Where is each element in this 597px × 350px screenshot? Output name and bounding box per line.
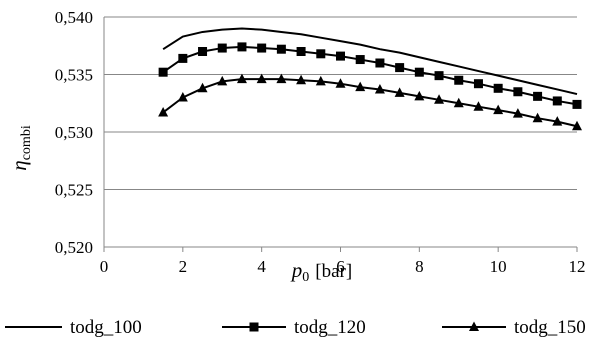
data-point	[335, 78, 346, 88]
legend-item-todg_100: todg_100	[5, 317, 142, 338]
data-point	[276, 73, 287, 84]
data-point	[217, 75, 228, 86]
data-point	[473, 101, 484, 111]
data-point	[296, 47, 306, 56]
data-point	[178, 53, 188, 63]
y-tick-label: 0,525	[55, 181, 93, 200]
legend-label: todg_150	[514, 317, 586, 338]
y-axis-label-sub: combi	[19, 125, 34, 160]
legend-marker	[469, 321, 479, 331]
data-point	[177, 92, 188, 102]
data-point	[197, 82, 208, 93]
legend-label: todg_120	[294, 317, 366, 338]
series-line	[162, 27, 578, 96]
x-tick-label: 12	[569, 257, 586, 276]
data-point	[493, 83, 503, 93]
data-point	[512, 108, 523, 118]
data-point	[158, 106, 169, 117]
data-point	[355, 55, 365, 65]
data-point	[414, 67, 424, 77]
data-point	[276, 44, 286, 54]
series-todg_100	[162, 27, 578, 96]
data-point	[257, 43, 267, 53]
x-tick-label: 2	[179, 257, 188, 276]
legend-label: todg_100	[70, 317, 142, 338]
legend-marker	[249, 322, 259, 332]
data-point	[533, 91, 543, 101]
data-point	[473, 79, 483, 89]
series-line	[162, 45, 578, 106]
data-point	[217, 43, 227, 53]
gridlines	[103, 16, 578, 252]
data-point	[355, 81, 366, 92]
data-point	[237, 42, 247, 52]
data-point	[453, 97, 464, 108]
y-tick-labels: 0,520 0,525 0,530 0,535 0,540	[55, 8, 93, 257]
data-point	[315, 75, 326, 86]
data-point	[158, 67, 168, 77]
data-point	[572, 120, 582, 131]
data-point	[375, 58, 385, 68]
x-axis-label-unit: [bar]	[315, 261, 352, 282]
y-tick-label: 0,520	[55, 238, 93, 257]
series-group	[158, 27, 582, 131]
data-point	[434, 71, 444, 81]
series-todg_150	[158, 73, 582, 131]
data-point	[256, 73, 267, 84]
legend-item-todg_120: todg_120	[222, 317, 366, 338]
x-tick-label: 6	[336, 257, 345, 276]
x-tick-labels: 0 2 4 6 8 10 12	[100, 257, 586, 276]
data-point	[336, 51, 345, 61]
x-axis-label: p0 [bar]	[290, 258, 352, 285]
data-point	[414, 90, 425, 101]
data-point	[296, 74, 307, 85]
data-point	[552, 96, 562, 106]
data-point	[552, 116, 563, 126]
y-axis-label: ηcombi	[7, 125, 34, 171]
legend: todg_100 todg_120 todg_150	[5, 317, 586, 338]
data-point	[198, 47, 208, 56]
data-point	[434, 94, 445, 104]
x-tick-label: 4	[257, 257, 266, 276]
data-point	[395, 63, 405, 73]
x-tick-label: 0	[100, 257, 109, 276]
y-tick-label: 0,540	[55, 8, 93, 27]
x-tick-label: 8	[415, 257, 424, 276]
data-point	[316, 49, 326, 59]
legend-item-todg_150: todg_150	[442, 317, 586, 338]
y-axis-label-main: η	[7, 160, 31, 170]
data-point	[374, 83, 385, 94]
y-tick-label: 0,535	[55, 66, 93, 85]
x-axis-label-sub: 0	[302, 270, 309, 285]
series-line	[162, 78, 578, 128]
data-point	[572, 99, 582, 109]
data-point	[236, 73, 247, 84]
data-point	[454, 75, 464, 85]
data-point	[513, 87, 523, 97]
data-point	[532, 112, 543, 123]
series-todg_120	[158, 42, 582, 109]
data-point	[394, 87, 405, 97]
x-tick-label: 10	[490, 257, 507, 276]
y-tick-label: 0,530	[55, 123, 93, 142]
data-point	[493, 104, 504, 115]
x-axis-label-main: p	[290, 258, 303, 282]
